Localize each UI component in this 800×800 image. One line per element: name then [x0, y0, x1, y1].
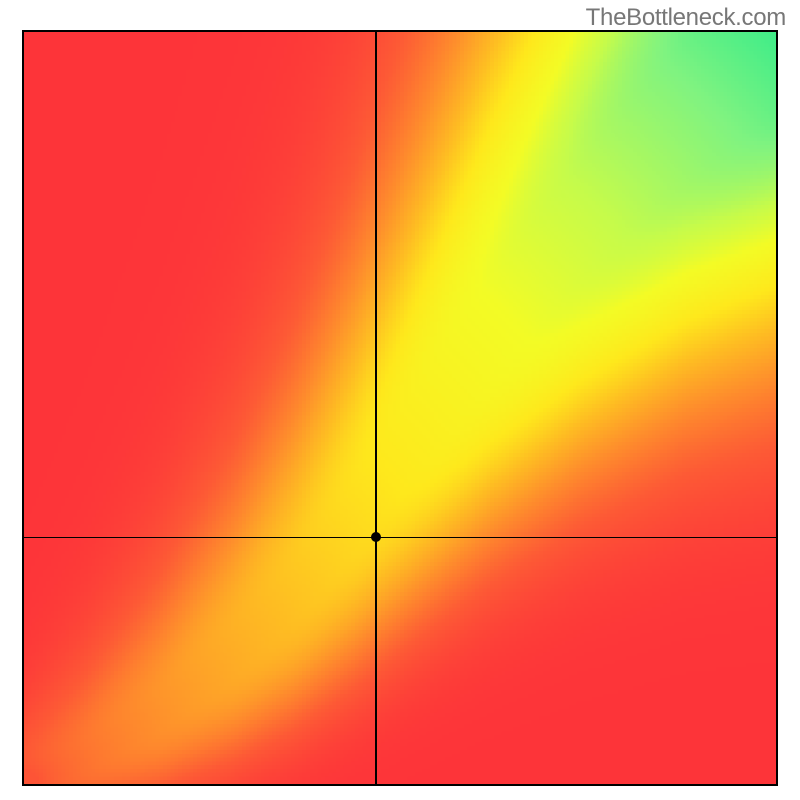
crosshair-vertical [375, 32, 376, 784]
selected-point-marker [371, 532, 381, 542]
bottleneck-heatmap [24, 32, 776, 784]
crosshair-horizontal [24, 537, 776, 538]
watermark-text: TheBottleneck.com [586, 4, 786, 32]
